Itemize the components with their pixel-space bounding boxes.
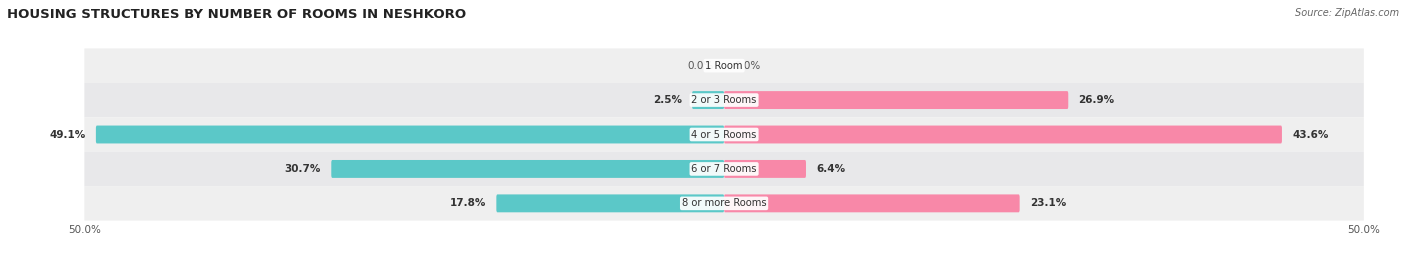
FancyBboxPatch shape bbox=[724, 91, 1069, 109]
Text: 49.1%: 49.1% bbox=[49, 129, 86, 140]
Text: 6.4%: 6.4% bbox=[817, 164, 845, 174]
Text: 0.0%: 0.0% bbox=[734, 61, 761, 71]
Text: 30.7%: 30.7% bbox=[284, 164, 321, 174]
FancyBboxPatch shape bbox=[84, 117, 1364, 152]
Text: Source: ZipAtlas.com: Source: ZipAtlas.com bbox=[1295, 8, 1399, 18]
Text: 2 or 3 Rooms: 2 or 3 Rooms bbox=[692, 95, 756, 105]
FancyBboxPatch shape bbox=[84, 152, 1364, 186]
FancyBboxPatch shape bbox=[724, 126, 1282, 143]
Text: 0.0%: 0.0% bbox=[688, 61, 714, 71]
Text: 2.5%: 2.5% bbox=[652, 95, 682, 105]
FancyBboxPatch shape bbox=[724, 194, 1019, 212]
FancyBboxPatch shape bbox=[84, 48, 1364, 83]
FancyBboxPatch shape bbox=[692, 91, 724, 109]
FancyBboxPatch shape bbox=[724, 160, 806, 178]
Text: 4 or 5 Rooms: 4 or 5 Rooms bbox=[692, 129, 756, 140]
Text: 8 or more Rooms: 8 or more Rooms bbox=[682, 198, 766, 208]
Text: 23.1%: 23.1% bbox=[1029, 198, 1066, 208]
FancyBboxPatch shape bbox=[84, 186, 1364, 221]
FancyBboxPatch shape bbox=[496, 194, 724, 212]
Text: 17.8%: 17.8% bbox=[450, 198, 486, 208]
Text: HOUSING STRUCTURES BY NUMBER OF ROOMS IN NESHKORO: HOUSING STRUCTURES BY NUMBER OF ROOMS IN… bbox=[7, 8, 467, 21]
FancyBboxPatch shape bbox=[84, 83, 1364, 117]
Text: 1 Room: 1 Room bbox=[706, 61, 742, 71]
Text: 6 or 7 Rooms: 6 or 7 Rooms bbox=[692, 164, 756, 174]
Text: 26.9%: 26.9% bbox=[1078, 95, 1115, 105]
FancyBboxPatch shape bbox=[96, 126, 724, 143]
Text: 43.6%: 43.6% bbox=[1292, 129, 1329, 140]
FancyBboxPatch shape bbox=[332, 160, 724, 178]
